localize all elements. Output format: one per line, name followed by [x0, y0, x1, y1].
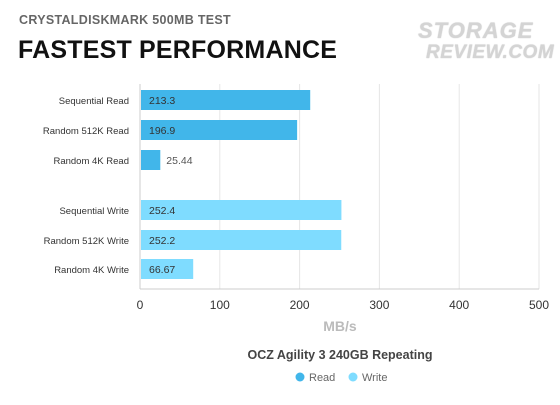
bar: [141, 230, 342, 250]
chart-subtitle: CRYSTALDISKMARK 500MB TEST: [19, 13, 231, 27]
storagereview-logo: STORAGE REVIEW.COM: [416, 16, 554, 68]
data-label: 252.4: [149, 205, 175, 217]
logo-line2: REVIEW.COM: [426, 42, 555, 63]
bar: [141, 120, 298, 140]
legend-label: Read: [309, 372, 335, 384]
category-label: Random 512K Write: [44, 236, 129, 247]
legend-title: OCZ Agility 3 240GB Repeating: [248, 348, 433, 362]
x-tick-label: 200: [290, 298, 310, 312]
logo-line1: STORAGE: [418, 18, 534, 43]
category-label: Sequential Write: [59, 206, 129, 217]
bar: [141, 259, 194, 279]
x-tick-label: 300: [369, 298, 389, 312]
category-label: Random 4K Read: [53, 156, 129, 167]
legend-marker: [295, 372, 305, 382]
x-axis-title: MB/s: [323, 318, 357, 334]
data-label: 25.44: [166, 155, 192, 167]
x-tick-label: 100: [210, 298, 230, 312]
data-label: 66.67: [149, 264, 175, 276]
x-tick-label: 500: [529, 298, 549, 312]
data-label: 252.2: [149, 235, 175, 247]
data-label: 213.3: [149, 95, 175, 107]
bar: [141, 200, 342, 220]
legend-label: Write: [362, 372, 387, 384]
x-tick-label: 0: [137, 298, 144, 312]
bar: [141, 150, 161, 170]
category-label: Random 4K Write: [54, 265, 129, 276]
chart-title: FASTEST PERFORMANCE: [18, 36, 338, 64]
category-label: Sequential Read: [59, 96, 129, 107]
x-tick-label: 400: [449, 298, 469, 312]
bar: [141, 90, 311, 110]
category-label: Random 512K Read: [43, 126, 129, 137]
legend-marker: [348, 372, 358, 382]
data-label: 196.9: [149, 125, 175, 137]
